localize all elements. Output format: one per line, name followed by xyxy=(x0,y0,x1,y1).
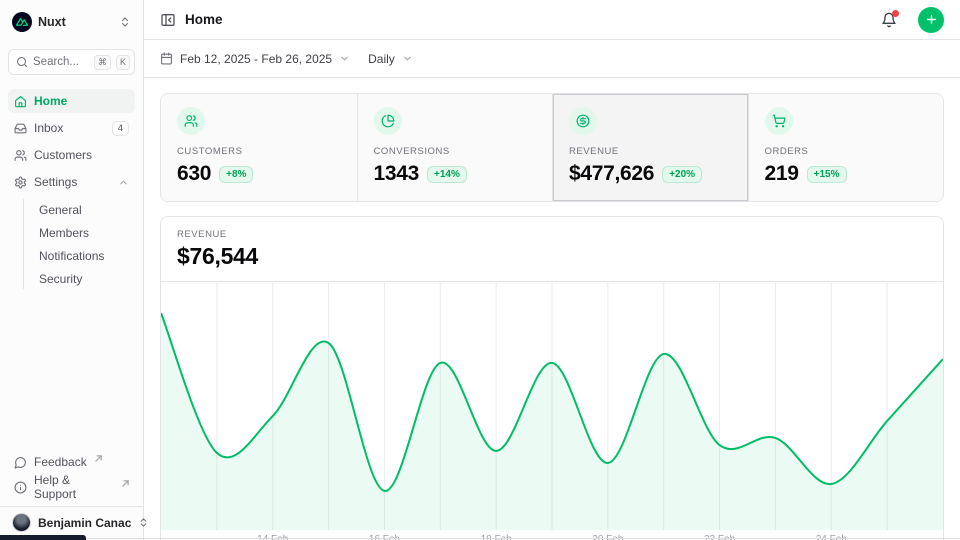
stat-card-customers[interactable]: CUSTOMERS 630 +8% xyxy=(161,94,357,201)
inbox-count-badge: 4 xyxy=(112,121,129,136)
chart-header: REVENUE $76,544 xyxy=(161,217,943,282)
avatar xyxy=(12,513,31,532)
x-tick-label: 18 Feb xyxy=(481,534,512,540)
sidebar-item-security[interactable]: Security xyxy=(35,268,135,289)
revenue-chart[interactable]: 14 Feb 16 Feb 18 Feb 20 Feb 22 Feb 24 Feb xyxy=(161,282,943,540)
shopping-cart-icon xyxy=(765,107,793,135)
settings-submenu: General Members Notifications Security xyxy=(23,199,135,289)
info-circle-icon xyxy=(14,481,27,494)
notification-dot xyxy=(892,10,899,17)
workspace-name: Nuxt xyxy=(38,15,113,29)
chevrons-up-down-icon xyxy=(119,16,131,28)
nuxt-logo-icon xyxy=(12,12,32,32)
kbd-k: K xyxy=(116,55,130,70)
stat-value: 630 xyxy=(177,162,211,186)
users-icon xyxy=(177,107,205,135)
sidebar-item-members[interactable]: Members xyxy=(35,222,135,243)
topbar: Home xyxy=(144,0,960,40)
delta-badge: +8% xyxy=(219,166,253,183)
inbox-icon xyxy=(14,122,27,135)
sidebar: Nuxt Search... ⌘ K Home xyxy=(0,0,144,540)
sidebar-nav: Home Inbox 4 Customers Settings xyxy=(8,89,135,289)
search-icon xyxy=(16,56,28,68)
area-chart-svg[interactable] xyxy=(161,282,943,530)
sidebar-item-home[interactable]: Home xyxy=(8,89,135,113)
notifications-button[interactable] xyxy=(881,12,897,28)
sidebar-item-label: Inbox xyxy=(34,121,105,135)
content: CUSTOMERS 630 +8% CONVERSIONS 1343 +14% xyxy=(144,78,960,540)
user-name: Benjamin Canac xyxy=(38,516,131,530)
stat-value: 219 xyxy=(765,162,799,186)
search-input[interactable]: Search... ⌘ K xyxy=(8,49,135,75)
dashboard-app: Nuxt Search... ⌘ K Home xyxy=(0,0,960,540)
stat-card-orders[interactable]: ORDERS 219 +15% xyxy=(748,94,944,201)
stat-value: 1343 xyxy=(374,162,420,186)
delta-badge: +20% xyxy=(662,166,702,183)
help-support-link[interactable]: Help & Support xyxy=(8,476,135,498)
stat-label: REVENUE xyxy=(569,146,732,157)
x-tick-label: 16 Feb xyxy=(369,534,400,540)
feedback-label: Feedback xyxy=(34,455,87,469)
home-icon xyxy=(14,95,27,108)
sidebar-item-label: Customers xyxy=(34,148,129,162)
sidebar-collapse-icon[interactable] xyxy=(160,12,176,28)
external-link-icon xyxy=(122,480,129,487)
period-value: Daily xyxy=(368,52,395,66)
feedback-link[interactable]: Feedback xyxy=(8,451,135,473)
stat-label: CUSTOMERS xyxy=(177,146,341,157)
stat-card-conversions[interactable]: CONVERSIONS 1343 +14% xyxy=(357,94,553,201)
pie-chart-icon xyxy=(374,107,402,135)
gear-icon xyxy=(14,176,27,189)
page-title: Home xyxy=(185,12,872,27)
chevron-up-icon xyxy=(118,177,129,188)
x-tick-label: 24 Feb xyxy=(816,534,847,540)
sidebar-item-inbox[interactable]: Inbox 4 xyxy=(8,116,135,140)
statusbar-fragment xyxy=(0,535,86,540)
stat-value: $477,626 xyxy=(569,162,654,186)
external-link-icon xyxy=(95,455,102,462)
delta-badge: +15% xyxy=(807,166,847,183)
sidebar-footer-links: Feedback Help & Support xyxy=(8,451,135,506)
sidebar-item-notifications[interactable]: Notifications xyxy=(35,245,135,266)
workspace-switcher[interactable]: Nuxt xyxy=(8,10,135,34)
date-range-picker[interactable]: Feb 12, 2025 - Feb 26, 2025 xyxy=(160,52,350,66)
search-placeholder: Search... xyxy=(33,56,89,68)
main-panel: Home Feb 12, 2025 - Feb 26, 2025 Daily xyxy=(144,0,960,540)
stats-row: CUSTOMERS 630 +8% CONVERSIONS 1343 +14% xyxy=(160,93,944,202)
sidebar-item-customers[interactable]: Customers xyxy=(8,143,135,167)
window-bottom-edge xyxy=(0,538,960,539)
stat-label: CONVERSIONS xyxy=(374,146,537,157)
add-button[interactable] xyxy=(918,7,944,33)
kbd-meta: ⌘ xyxy=(94,55,111,70)
sidebar-item-label: Home xyxy=(34,94,129,108)
period-select[interactable]: Daily xyxy=(368,52,413,66)
filters-toolbar: Feb 12, 2025 - Feb 26, 2025 Daily xyxy=(144,40,960,78)
sidebar-item-settings[interactable]: Settings xyxy=(8,170,135,194)
x-tick-label: 20 Feb xyxy=(592,534,623,540)
chevron-down-icon xyxy=(402,53,413,64)
x-tick-label: 14 Feb xyxy=(257,534,288,540)
message-bubble-icon xyxy=(14,456,27,469)
calendar-icon xyxy=(160,52,173,65)
chart-metric-label: REVENUE xyxy=(177,229,927,240)
sidebar-item-general[interactable]: General xyxy=(35,199,135,220)
x-tick-label: 22 Feb xyxy=(704,534,735,540)
users-icon xyxy=(14,149,27,162)
stat-card-revenue[interactable]: REVENUE $477,626 +20% xyxy=(552,94,748,201)
date-range-value: Feb 12, 2025 - Feb 26, 2025 xyxy=(180,52,332,66)
chevron-down-icon xyxy=(339,53,350,64)
sidebar-item-label: Settings xyxy=(34,175,111,189)
revenue-chart-card: REVENUE $76,544 14 Feb 16 Feb 18 Feb 20 Feb… xyxy=(160,216,944,540)
chart-metric-value: $76,544 xyxy=(177,243,927,270)
help-support-label: Help & Support xyxy=(34,473,114,501)
stat-label: ORDERS xyxy=(765,146,928,157)
dollar-circle-icon xyxy=(569,107,597,135)
delta-badge: +14% xyxy=(427,166,467,183)
